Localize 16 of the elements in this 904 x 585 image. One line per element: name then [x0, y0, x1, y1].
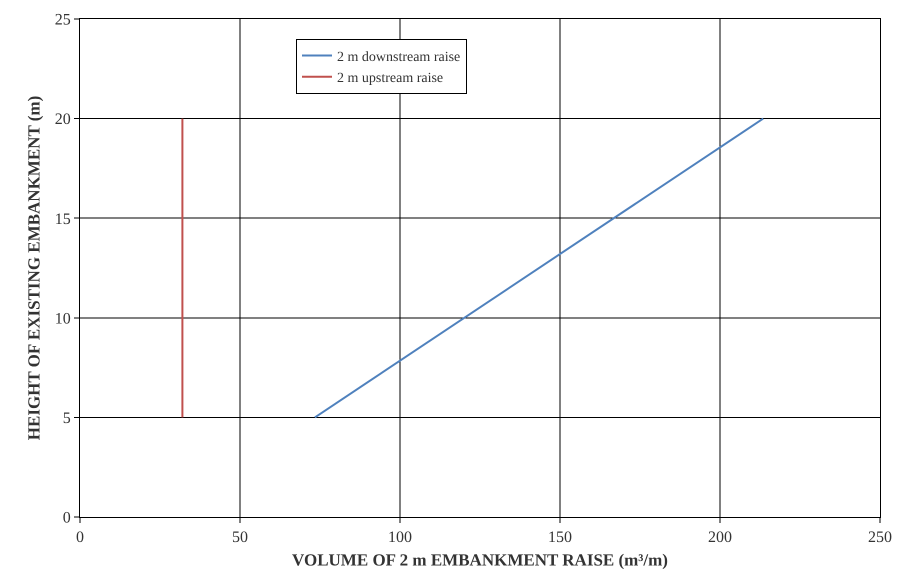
legend-label: 2 m upstream raise [337, 71, 444, 86]
legend-label: 2 m downstream raise [337, 50, 460, 65]
y-tick-label: 0 [62, 510, 71, 527]
x-tick-label: 100 [388, 529, 412, 546]
y-tick-label: 25 [54, 12, 71, 29]
y-tick-label: 10 [54, 310, 71, 328]
x-tick-label: 0 [76, 529, 84, 546]
x-axis-title: VOLUME OF 2 m EMBANKMENT RAISE (m³/m) [292, 550, 668, 570]
x-tick-label: 50 [232, 529, 248, 546]
x-tick-label: 250 [868, 529, 892, 546]
y-tick-label: 20 [54, 111, 71, 128]
y-tick-label: 5 [62, 410, 71, 427]
x-tick-label: 150 [548, 529, 572, 546]
y-tick-label: 15 [54, 210, 71, 228]
y-axis-title: HEIGHT OF EXISTING EMBANKMENT (m) [24, 96, 44, 440]
x-tick-label: 200 [708, 529, 732, 546]
